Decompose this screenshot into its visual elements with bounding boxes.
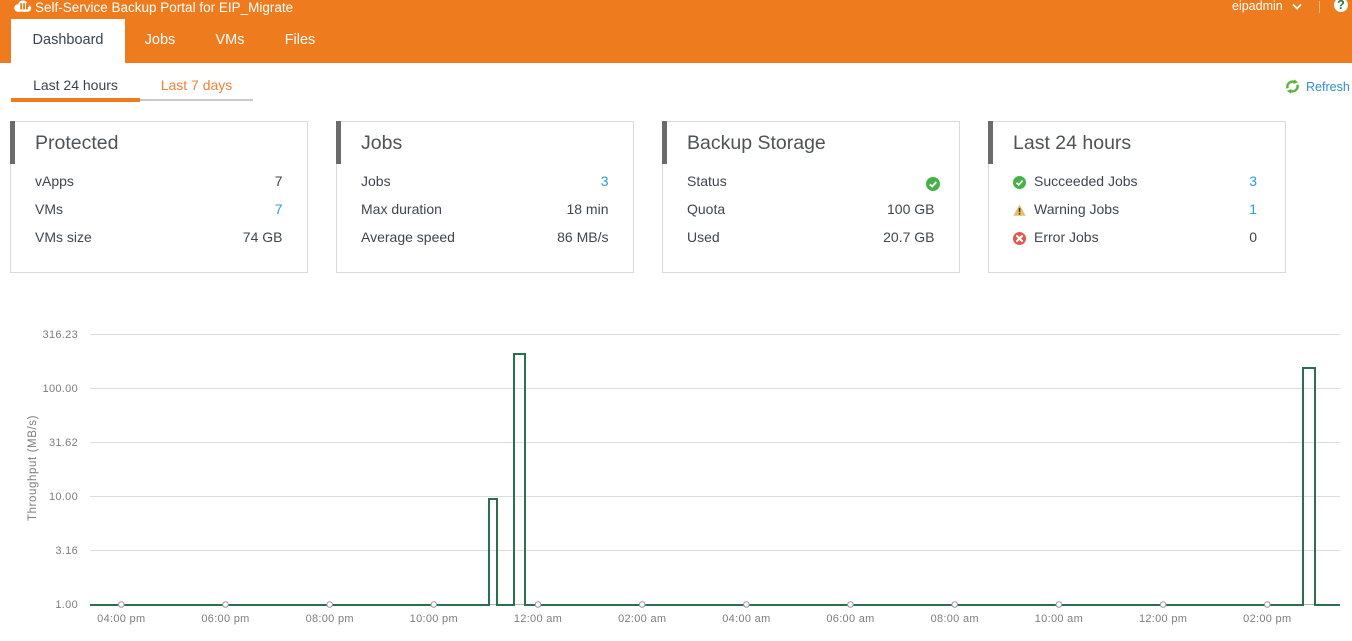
svg-text:06:00 am: 06:00 am xyxy=(826,613,874,625)
svg-text:10.00: 10.00 xyxy=(49,491,78,503)
svg-text:Throughput (MB/s): Throughput (MB/s) xyxy=(27,415,39,521)
svg-text:02:00 am: 02:00 am xyxy=(618,613,666,625)
svg-text:3.16: 3.16 xyxy=(55,545,78,557)
svg-text:1.00: 1.00 xyxy=(55,599,78,611)
svg-text:04:00 am: 04:00 am xyxy=(722,613,770,625)
svg-text:316.23: 316.23 xyxy=(43,329,78,341)
svg-text:06:00 pm: 06:00 pm xyxy=(201,613,249,625)
svg-text:08:00 am: 08:00 am xyxy=(931,613,979,625)
svg-text:04:00 pm: 04:00 pm xyxy=(97,613,145,625)
svg-text:31.62: 31.62 xyxy=(49,437,78,449)
svg-text:10:00 am: 10:00 am xyxy=(1035,613,1083,625)
svg-text:12:00 pm: 12:00 pm xyxy=(1139,613,1187,625)
svg-text:12:00 am: 12:00 am xyxy=(514,613,562,625)
svg-text:08:00 pm: 08:00 pm xyxy=(306,613,354,625)
svg-text:10:00 pm: 10:00 pm xyxy=(410,613,458,625)
svg-text:02:00 pm: 02:00 pm xyxy=(1243,613,1291,625)
svg-text:100.00: 100.00 xyxy=(43,383,78,395)
